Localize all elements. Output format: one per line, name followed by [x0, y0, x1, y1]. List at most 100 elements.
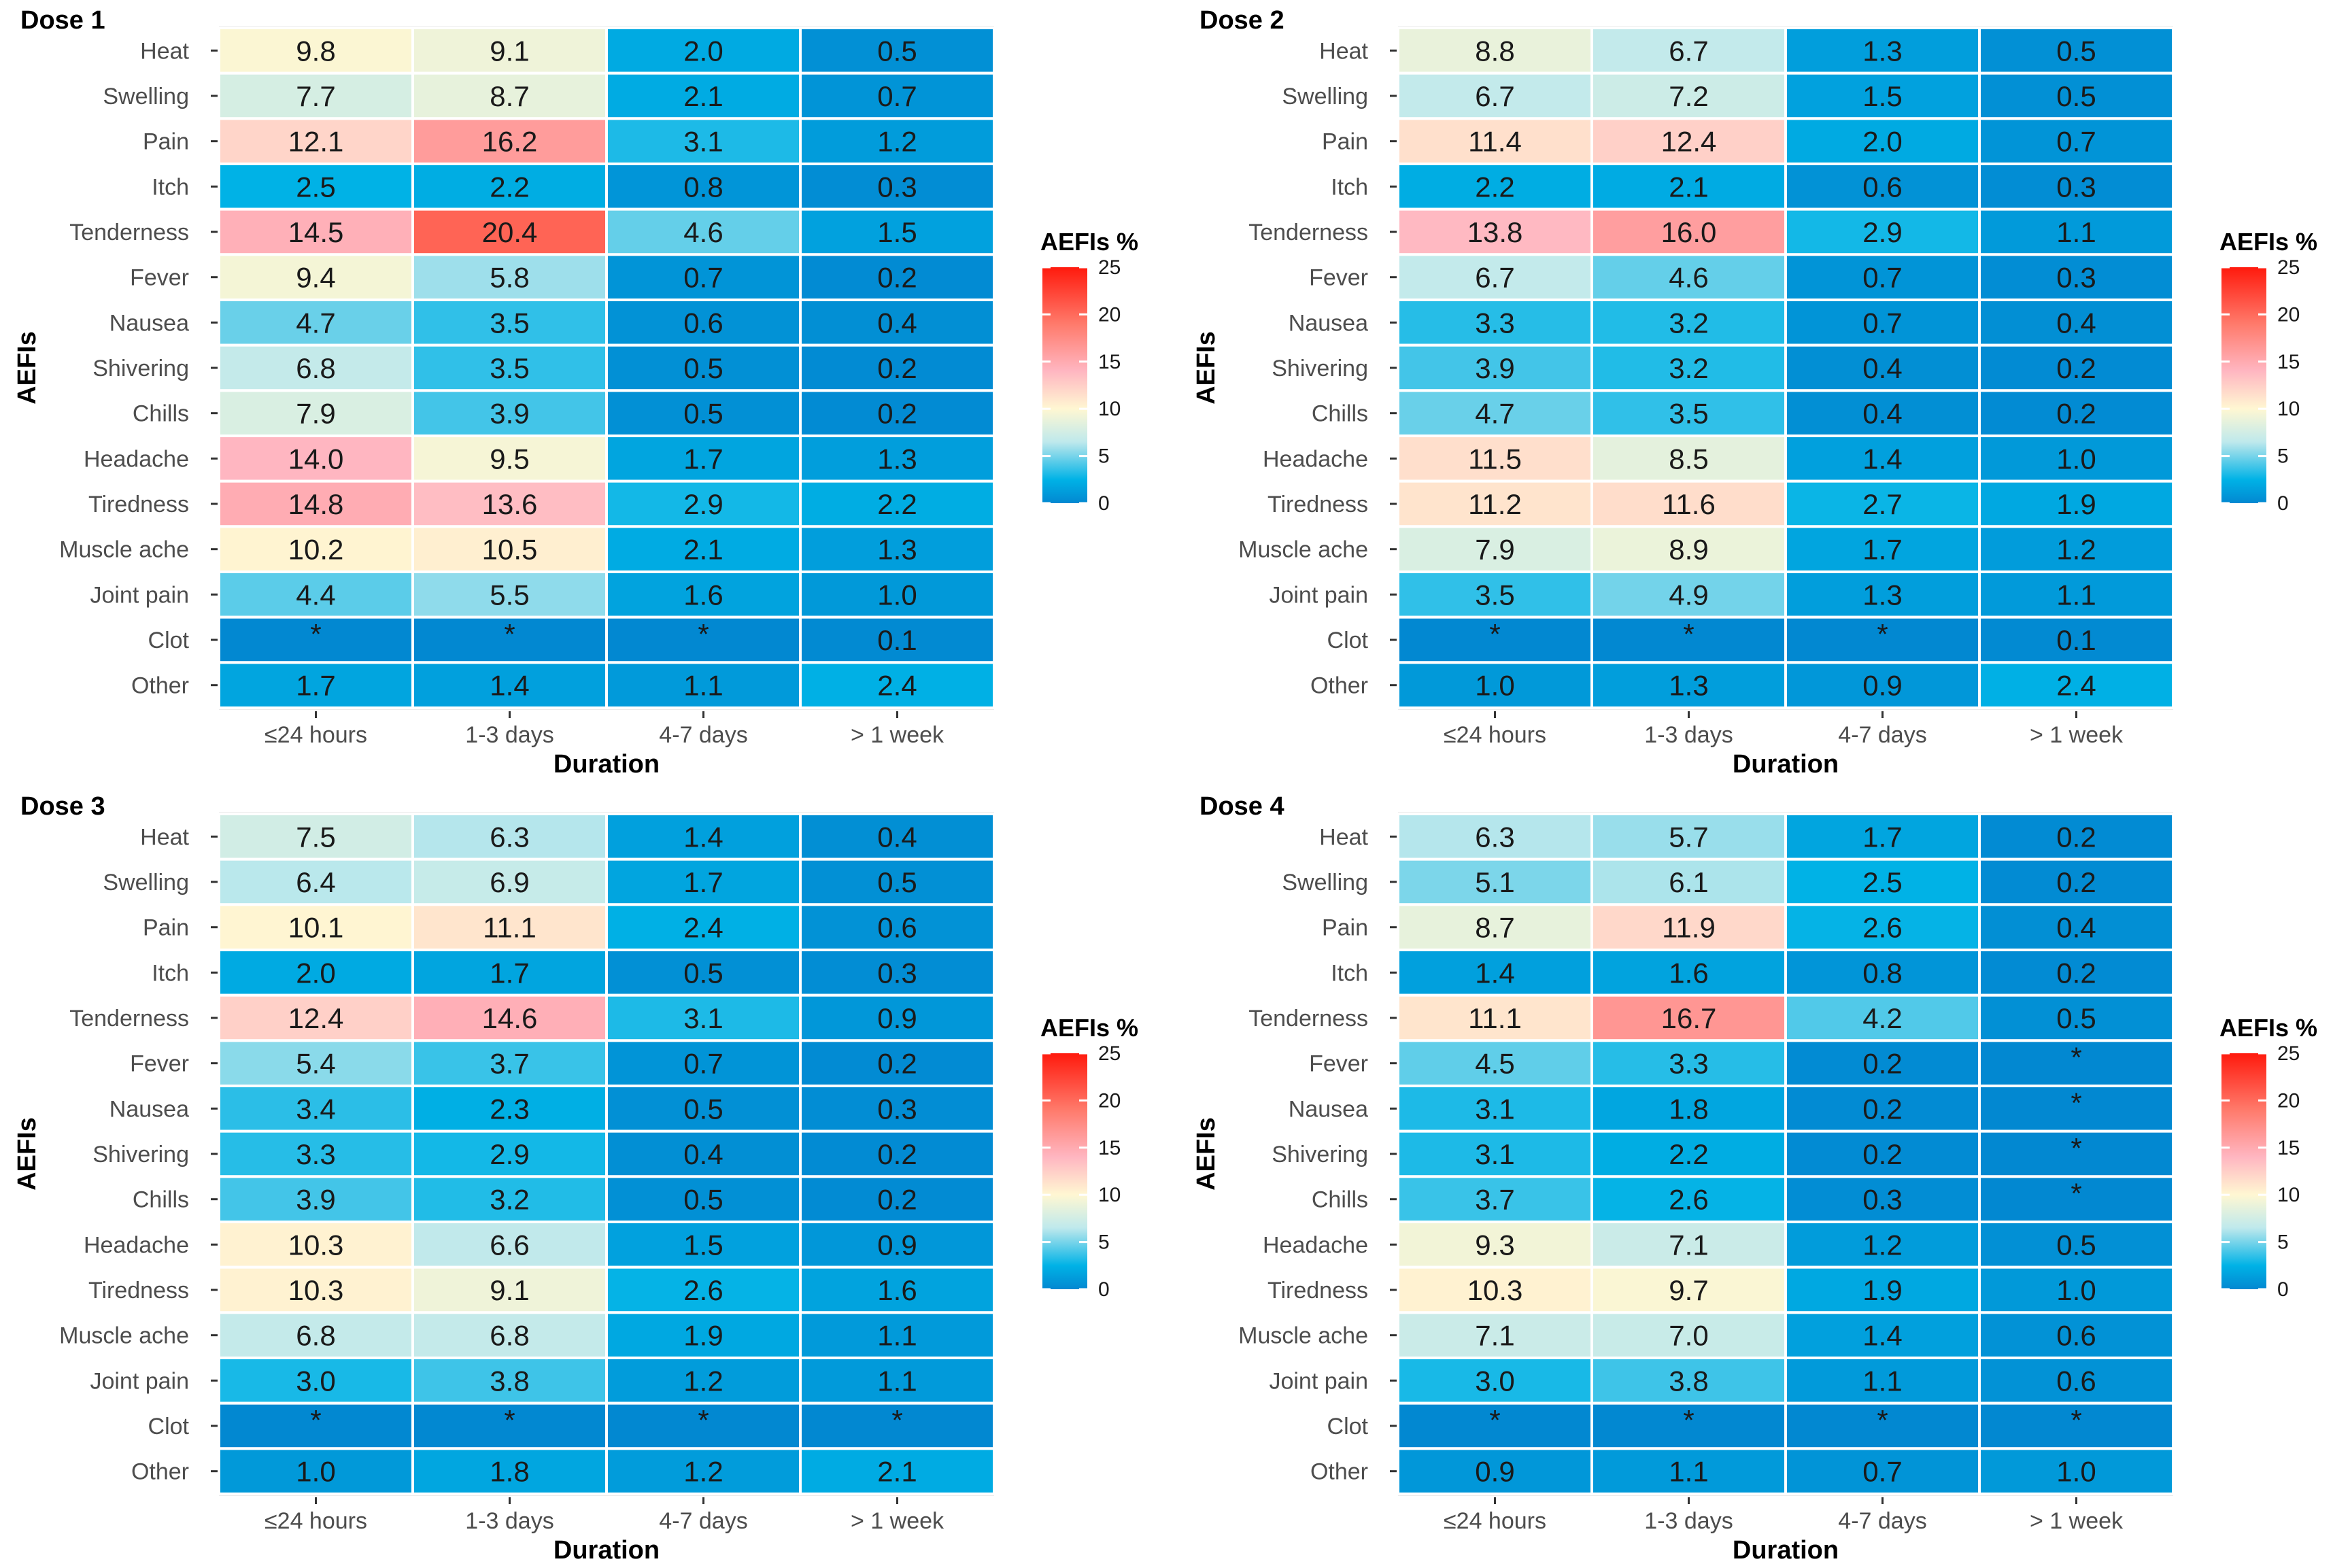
- cell-value: 1.1: [2056, 216, 2096, 248]
- cell-value: *: [310, 1404, 321, 1436]
- cell-value: 1.5: [877, 216, 917, 248]
- cell-value: 7.9: [296, 398, 335, 430]
- cell-value: 9.1: [490, 1274, 529, 1306]
- heatmap-cell: [218, 299, 414, 347]
- cell-value: 0.4: [1862, 352, 1902, 384]
- color-legend: AEFIs %25 20 15 10 5 0: [2219, 228, 2317, 515]
- row-label: Shivering: [92, 1142, 189, 1168]
- heatmap-cell: [1590, 299, 1787, 347]
- heatmap-panel-3: Dose 3 7.5 6.3 1.4 0.4 6.4 6.9 1.7 0.5 10.1 11.1 2.…: [13, 792, 1138, 1565]
- cell-value: 3.0: [1475, 1365, 1514, 1397]
- row-label: Headache: [1263, 446, 1368, 472]
- row-label: Heat: [140, 38, 189, 64]
- column-label: 1-3 days: [465, 1508, 554, 1534]
- panel-title: Dose 3: [20, 792, 105, 821]
- cell-value: 0.6: [2056, 1365, 2096, 1397]
- cell-value: 6.3: [490, 821, 529, 853]
- cell-value: 0.6: [1862, 171, 1902, 203]
- heatmap-cell: [1978, 299, 2175, 347]
- heatmap-cell: [799, 1401, 995, 1450]
- column-label: 4-7 days: [659, 722, 747, 748]
- heatmap-cell: [605, 903, 802, 951]
- cell-value: 3.4: [296, 1093, 335, 1125]
- cell-value: 0.5: [683, 1184, 723, 1216]
- heatmap-cell: [1784, 661, 1981, 709]
- cell-value: 1.9: [683, 1320, 723, 1352]
- row-label: Itch: [152, 960, 189, 986]
- heatmap-cell: [218, 993, 414, 1042]
- heatmap-cell: [1590, 615, 1787, 664]
- cell-value: 6.7: [1475, 262, 1514, 294]
- cell-value: 5.5: [490, 579, 529, 611]
- row-label: Joint pain: [90, 1368, 189, 1394]
- legend-tick-label: 0: [1098, 492, 1110, 515]
- heatmap-cell: [218, 1447, 414, 1495]
- cell-value: 0.2: [877, 352, 917, 384]
- cell-value: 0.4: [877, 307, 917, 339]
- legend-tick-label: 15: [1098, 351, 1121, 373]
- panel-title: Dose 4: [1199, 792, 1284, 821]
- row-label: Nausea: [1289, 310, 1368, 336]
- cell-value: 1.0: [2056, 1456, 2096, 1488]
- cell-value: *: [504, 618, 515, 650]
- cell-value: 8.5: [1669, 443, 1708, 475]
- legend-tick-label: 0: [2277, 1278, 2289, 1301]
- row-label: Joint pain: [1269, 582, 1368, 608]
- cell-value: 10.3: [288, 1229, 344, 1261]
- cell-value: 6.8: [490, 1320, 529, 1352]
- cell-value: 0.1: [877, 624, 917, 656]
- heatmap-cell: [218, 253, 414, 302]
- cell-value: 7.2: [1669, 80, 1708, 112]
- legend-tick-label: 10: [2277, 398, 2300, 420]
- heatmap-cell: [605, 1447, 802, 1495]
- heatmap-cell: [1590, 1447, 1787, 1495]
- heatmap-cell: [1397, 27, 1593, 75]
- cell-value: 1.6: [683, 579, 723, 611]
- cell-value: 0.5: [683, 1093, 723, 1125]
- cell-value: 4.7: [296, 307, 335, 339]
- cell-value: 3.8: [490, 1365, 529, 1397]
- cell-value: 12.4: [1661, 126, 1717, 158]
- cell-value: 6.3: [1475, 821, 1514, 853]
- legend-tick-label: 25: [2277, 1042, 2300, 1065]
- color-legend: AEFIs %25 20 15 10 5 0: [1040, 1014, 1138, 1301]
- cell-value: 2.2: [877, 488, 917, 520]
- cell-value: 2.6: [683, 1274, 723, 1306]
- cell-value: 2.6: [1862, 912, 1902, 944]
- column-label: > 1 week: [851, 722, 944, 748]
- heatmap-cell: [411, 615, 608, 664]
- cell-value: 1.5: [1862, 80, 1902, 112]
- cell-value: 14.6: [482, 1002, 538, 1034]
- cell-value: 1.1: [683, 670, 723, 702]
- heatmap-cell: [1784, 949, 1981, 997]
- cell-value: 9.8: [296, 35, 335, 67]
- cell-value: 0.2: [2056, 398, 2096, 430]
- row-label: Clot: [1327, 628, 1369, 653]
- legend-colorbar: [1042, 267, 1087, 503]
- x-axis-title: Duration: [554, 1536, 660, 1565]
- cell-value: 1.1: [877, 1365, 917, 1397]
- heatmap-cell: [1978, 117, 2175, 165]
- cell-value: 0.5: [2056, 1229, 2096, 1261]
- row-label: Heat: [1319, 38, 1368, 64]
- row-label: Muscle ache: [1238, 1323, 1368, 1349]
- cell-value: 2.1: [877, 1456, 917, 1488]
- cell-value: 1.1: [1669, 1456, 1708, 1488]
- cell-value: 2.7: [1862, 488, 1902, 520]
- cell-value: 1.7: [683, 866, 723, 898]
- cell-value: 0.2: [2056, 957, 2096, 989]
- row-label: Tiredness: [88, 1278, 189, 1303]
- cell-value: 0.5: [2056, 1002, 2096, 1034]
- row-label: Nausea: [1289, 1096, 1368, 1122]
- heatmap-cell: [411, 1175, 608, 1223]
- heatmap-cell: [799, 389, 995, 437]
- cell-value: 1.2: [683, 1456, 723, 1488]
- panel-title: Dose 2: [1199, 6, 1284, 35]
- cell-value: 3.5: [1669, 398, 1708, 430]
- cell-value: 0.3: [877, 1093, 917, 1125]
- heatmap-cell: [1397, 1447, 1593, 1495]
- cell-value: 0.1: [2056, 624, 2096, 656]
- cell-value: 7.1: [1669, 1229, 1708, 1261]
- heatmap-cell: [1590, 207, 1787, 256]
- cell-value: 2.6: [1669, 1184, 1708, 1216]
